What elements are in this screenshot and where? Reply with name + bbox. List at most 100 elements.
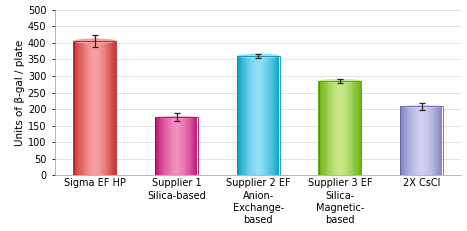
Bar [192,117,193,176]
Bar [400,106,401,176]
Y-axis label: Units of β-gal / plate: Units of β-gal / plate [15,40,25,146]
Bar [176,117,177,176]
Bar [321,81,323,176]
Bar [161,117,162,176]
Bar [422,106,423,176]
Bar [266,56,267,176]
Bar [359,81,360,176]
Bar [103,41,104,176]
Bar [249,56,250,176]
Bar [272,56,273,176]
Bar [240,56,241,176]
Bar [188,117,189,176]
Bar [334,81,335,176]
Bar [278,56,279,176]
Bar [428,106,429,176]
Bar [113,41,114,176]
Bar [76,41,78,176]
Bar [341,81,343,176]
Bar [441,106,442,176]
Bar [84,41,85,176]
Bar [354,81,355,176]
Bar [172,117,173,176]
Bar [403,106,404,176]
Bar [156,117,198,176]
Bar [409,106,410,176]
Bar [320,81,321,176]
Bar [177,117,178,176]
Bar [86,41,87,176]
Bar [109,41,110,176]
Bar [433,106,434,176]
Bar [332,81,333,176]
Bar [237,56,280,176]
Bar [196,117,198,176]
Bar [435,106,436,176]
Bar [105,41,106,176]
Bar [193,117,194,176]
Bar [158,117,159,176]
Bar [353,81,354,176]
Bar [355,81,356,176]
Bar [416,106,417,176]
Bar [343,81,344,176]
Bar [185,117,187,176]
Bar [168,117,169,176]
Bar [406,106,407,176]
Bar [104,41,105,176]
Bar [179,117,180,176]
Bar [264,56,265,176]
Bar [405,106,406,176]
Bar [99,41,101,176]
Bar [190,117,191,176]
Bar [95,41,97,176]
Bar [430,106,431,176]
Bar [244,56,245,176]
Bar [108,41,109,176]
Bar [89,41,90,176]
Ellipse shape [319,79,361,83]
Bar [88,41,89,176]
Bar [327,81,328,176]
Bar [114,41,116,176]
Bar [265,56,266,176]
Bar [275,56,276,176]
Bar [157,117,158,176]
Bar [335,81,336,176]
Bar [181,117,183,176]
Bar [356,81,358,176]
Bar [360,81,361,176]
Bar [98,41,99,176]
Bar [323,81,324,176]
Bar [155,117,156,176]
Bar [347,81,348,176]
Bar [413,106,414,176]
Bar [432,106,433,176]
Bar [349,81,350,176]
Bar [324,81,325,176]
Bar [110,41,112,176]
Bar [165,117,167,176]
Bar [331,81,332,176]
Bar [250,56,251,176]
Bar [246,56,247,176]
Ellipse shape [156,116,198,119]
Bar [167,117,168,176]
Bar [156,117,157,176]
Bar [418,106,419,176]
Bar [414,106,415,176]
Bar [238,56,239,176]
Bar [191,117,192,176]
Bar [178,117,179,176]
Bar [194,117,195,176]
Bar [404,106,405,176]
Bar [74,41,75,176]
Bar [254,56,255,176]
Ellipse shape [237,54,280,58]
Bar [91,41,92,176]
Bar [183,117,184,176]
Bar [345,81,346,176]
Bar [319,81,361,176]
Bar [107,41,108,176]
Bar [337,81,339,176]
